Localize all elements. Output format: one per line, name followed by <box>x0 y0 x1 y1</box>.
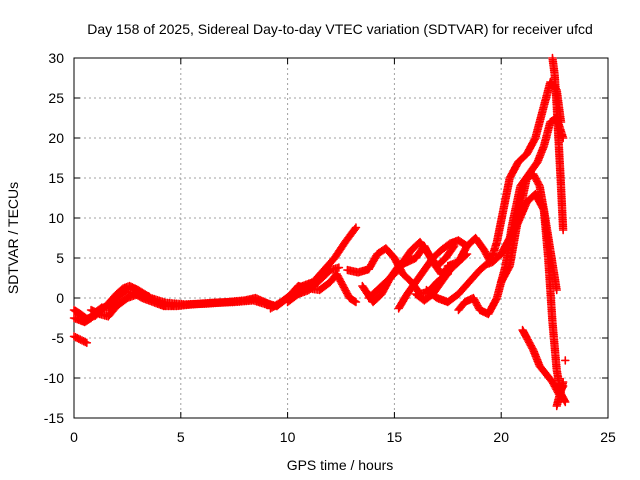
x-tick-label: 15 <box>387 429 403 445</box>
series-arc-17 <box>518 325 568 399</box>
plot-frame <box>73 57 609 419</box>
x-tick-labels: 0 5 10 15 20 25 <box>70 429 616 445</box>
y-tick-label: 10 <box>48 210 64 226</box>
series-arc-3 <box>69 332 92 348</box>
data-point <box>558 225 568 235</box>
series-arc-20 <box>560 356 570 365</box>
y-axis-label: SDTVAR / TECUs <box>5 182 21 294</box>
y-tick-label: 30 <box>48 50 64 66</box>
y-tick-label: -5 <box>52 330 65 346</box>
y-tick-label: 20 <box>48 130 64 146</box>
x-tick-label: 5 <box>177 429 185 445</box>
grid-lines <box>74 58 608 418</box>
y-tick-label: 5 <box>56 250 64 266</box>
series-arc-16 <box>496 169 570 407</box>
x-tick-label: 0 <box>70 429 78 445</box>
series-arc-14 <box>443 77 566 271</box>
data-point <box>334 263 344 272</box>
y-tick-labels: -15 -10 -5 0 5 10 15 20 25 30 <box>44 50 64 426</box>
series-arc-11 <box>394 236 472 313</box>
data-point <box>534 180 544 189</box>
y-tick-label: 0 <box>56 290 64 306</box>
series-arc-19 <box>552 377 568 411</box>
chart-title: Day 158 of 2025, Sidereal Day-to-day VTE… <box>87 21 593 37</box>
x-tick-label: 25 <box>600 429 616 445</box>
data-points <box>69 53 570 411</box>
y-tick-label: -15 <box>44 410 64 426</box>
data-point <box>144 292 154 301</box>
data-point <box>351 223 361 232</box>
series-arc-10 <box>364 237 459 303</box>
y-tick-label: 25 <box>48 90 64 106</box>
axis-ticks <box>73 57 609 419</box>
x-tick-label: 10 <box>280 429 296 445</box>
y-tick-label: 15 <box>48 170 64 186</box>
data-point <box>560 397 570 407</box>
data-point <box>350 224 360 234</box>
x-axis-label: GPS time / hours <box>287 457 394 473</box>
data-point <box>351 297 361 307</box>
data-point <box>560 356 570 365</box>
data-point <box>82 338 92 348</box>
series-arc-7 <box>283 263 344 307</box>
series-arc-4 <box>86 289 154 321</box>
x-tick-label: 20 <box>493 429 509 445</box>
data-point <box>558 377 568 387</box>
series-arc-18 <box>548 53 568 235</box>
y-tick-label: -10 <box>44 370 64 386</box>
